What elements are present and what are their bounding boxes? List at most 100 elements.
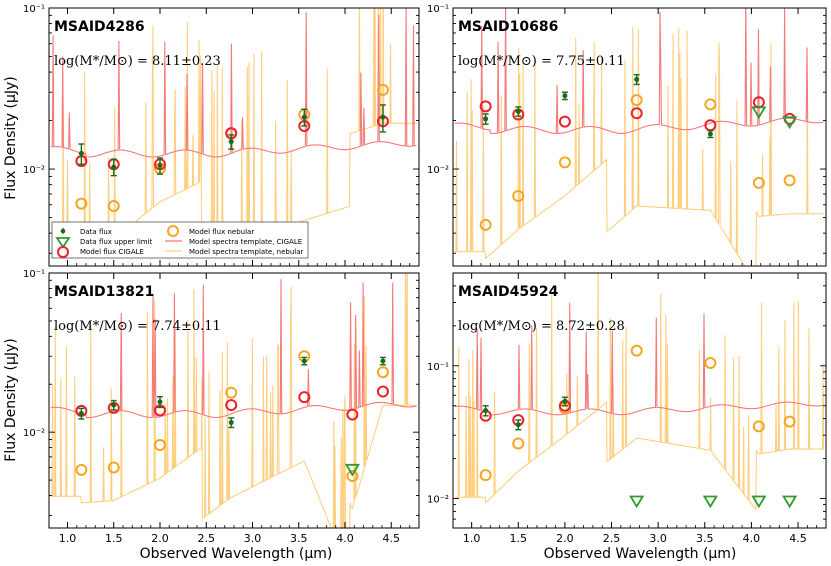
nebular-model-point	[376, 83, 389, 96]
y-tick-label: 10⁻²	[427, 165, 449, 176]
cigale-model-point	[225, 399, 238, 412]
x-tick-label: 1.0	[463, 532, 481, 545]
cigale-model-point	[630, 107, 643, 120]
legend-upper-limit-label: Data flux upper limit	[80, 238, 153, 246]
nebular-model-point	[225, 386, 238, 399]
mass-annotation: log(M*/M⊙) = 7.75±0.11	[458, 54, 625, 69]
y-tick-label: 10⁻²	[23, 165, 45, 176]
nebular-model-point	[346, 470, 359, 483]
x-tick-label: 2.5	[603, 532, 621, 545]
nebular-model-point	[752, 420, 765, 433]
data-flux-point	[111, 402, 117, 408]
data-flux-point	[634, 76, 640, 82]
panel-title: MSAID10686	[458, 19, 558, 35]
cigale-template-line	[454, 8, 824, 135]
data-flux-point	[515, 422, 521, 428]
nebular-template-line	[50, 8, 418, 255]
data-flux-point	[228, 139, 234, 145]
legend-data-flux-label: Data flux	[80, 228, 112, 236]
legend-box: Data flux Data flux upper limit Model fl…	[51, 221, 309, 259]
data-flux-point	[301, 358, 307, 364]
mass-annotation: log(M*/M⊙) = 7.74±0.11	[54, 319, 221, 334]
cigale-template-line	[454, 302, 824, 416]
upper-limit-marker	[629, 495, 645, 509]
cigale-model-point	[479, 100, 492, 113]
data-flux-point	[515, 108, 521, 114]
x-tick-label: 2.0	[556, 532, 574, 545]
nebular-model-point	[75, 463, 88, 476]
nebular-model-point	[107, 461, 120, 474]
data-flux-point	[157, 163, 163, 169]
panel-MSAID45924: 1.0 1.5 2.0 2.5 3.0 3.5 4.0 4.5 10⁻² 10⁻¹ MSAID459…	[427, 272, 827, 545]
y-axis-label-top: Flux Density (μJy)	[3, 76, 19, 199]
data-flux-point	[562, 398, 568, 404]
legend-data-flux-marker	[60, 228, 66, 234]
legend-model-nebular-marker	[167, 225, 179, 237]
y-tick-label: 10⁻¹	[427, 362, 449, 373]
x-axis-label-left: Observed Wavelength (μm)	[140, 546, 333, 562]
panel-title: MSAID13821	[54, 284, 154, 300]
x-tick-label: 4.0	[336, 532, 354, 545]
data-flux-point	[707, 131, 713, 137]
nebular-model-point	[75, 197, 88, 210]
nebular-model-point	[752, 176, 765, 189]
mass-annotation: log(M*/M⊙) = 8.11±0.23	[54, 54, 221, 69]
nebular-model-point	[704, 356, 717, 369]
legend-model-cigale-label: Model flux CIGALE	[80, 248, 144, 256]
upper-limit-marker	[751, 106, 767, 120]
x-tick-label: 4.5	[789, 532, 807, 545]
upper-limit-marker	[782, 116, 798, 130]
y-tick-label: 10⁻¹	[23, 4, 45, 15]
data-flux-point	[380, 114, 386, 120]
legend-upper-limit-marker	[55, 237, 71, 249]
legend-model-cigale-marker	[57, 246, 69, 258]
nebular-model-point	[512, 190, 525, 203]
data-flux-point	[562, 93, 568, 99]
y-axis-label-bottom: Flux Density (μJy)	[3, 338, 19, 461]
cigale-model-point	[704, 119, 717, 132]
nebular-model-point	[479, 218, 492, 231]
data-flux-point	[111, 164, 117, 170]
nebular-model-point	[704, 98, 717, 111]
data-flux-point	[483, 408, 489, 414]
x-tick-label: 3.5	[290, 532, 308, 545]
x-tick-label: 2.5	[198, 532, 216, 545]
nebular-model-point	[107, 199, 120, 212]
data-flux-point	[228, 420, 234, 426]
x-tick-label: 4.5	[383, 532, 401, 545]
legend-template-cigale-label: Model spectra template, CIGALE	[189, 238, 302, 246]
data-flux-point	[78, 411, 84, 417]
plot-area	[454, 273, 825, 512]
nebular-model-point	[558, 156, 571, 169]
legend-template-nebular-label: Model spectra template, nebular	[189, 248, 304, 256]
nebular-model-point	[630, 94, 643, 107]
mass-annotation: log(M*/M⊙) = 8.72±0.28	[458, 319, 625, 334]
cigale-model-point	[376, 385, 389, 398]
panel-MSAID10686: 10⁻² 10⁻¹ MSAID10686 log(M*/M⊙) = 7.75±0.11	[427, 4, 827, 267]
nebular-model-point	[630, 344, 643, 357]
x-tick-label: 1.5	[510, 532, 528, 545]
panel-title: MSAID4286	[54, 19, 145, 35]
upper-limit-marker	[751, 495, 767, 509]
x-tick-label: 3.0	[244, 532, 262, 545]
nebular-model-point	[783, 415, 796, 428]
x-tick-label: 2.0	[151, 532, 169, 545]
x-tick-label: 1.0	[59, 532, 77, 545]
y-tick-label: 10⁻²	[427, 495, 449, 506]
nebular-template-line	[454, 26, 825, 266]
panel-MSAID4286: 10⁻² 10⁻¹ MSAID4286 log(M*/M⊙) = 8.11±0.23	[23, 4, 420, 267]
x-tick-label: 3.0	[649, 532, 667, 545]
panel-title: MSAID45924	[458, 284, 559, 300]
upper-limit-marker	[702, 495, 718, 509]
x-tick-label: 1.5	[105, 532, 123, 545]
data-flux-point	[301, 114, 307, 120]
y-tick-label: 10⁻²	[23, 428, 45, 439]
data-flux-point	[157, 399, 163, 405]
cigale-model-point	[558, 115, 571, 128]
cigale-model-point	[298, 391, 311, 404]
nebular-template-line	[50, 273, 418, 528]
y-tick-label: 10⁻¹	[23, 269, 45, 280]
x-tick-label: 4.0	[743, 532, 761, 545]
